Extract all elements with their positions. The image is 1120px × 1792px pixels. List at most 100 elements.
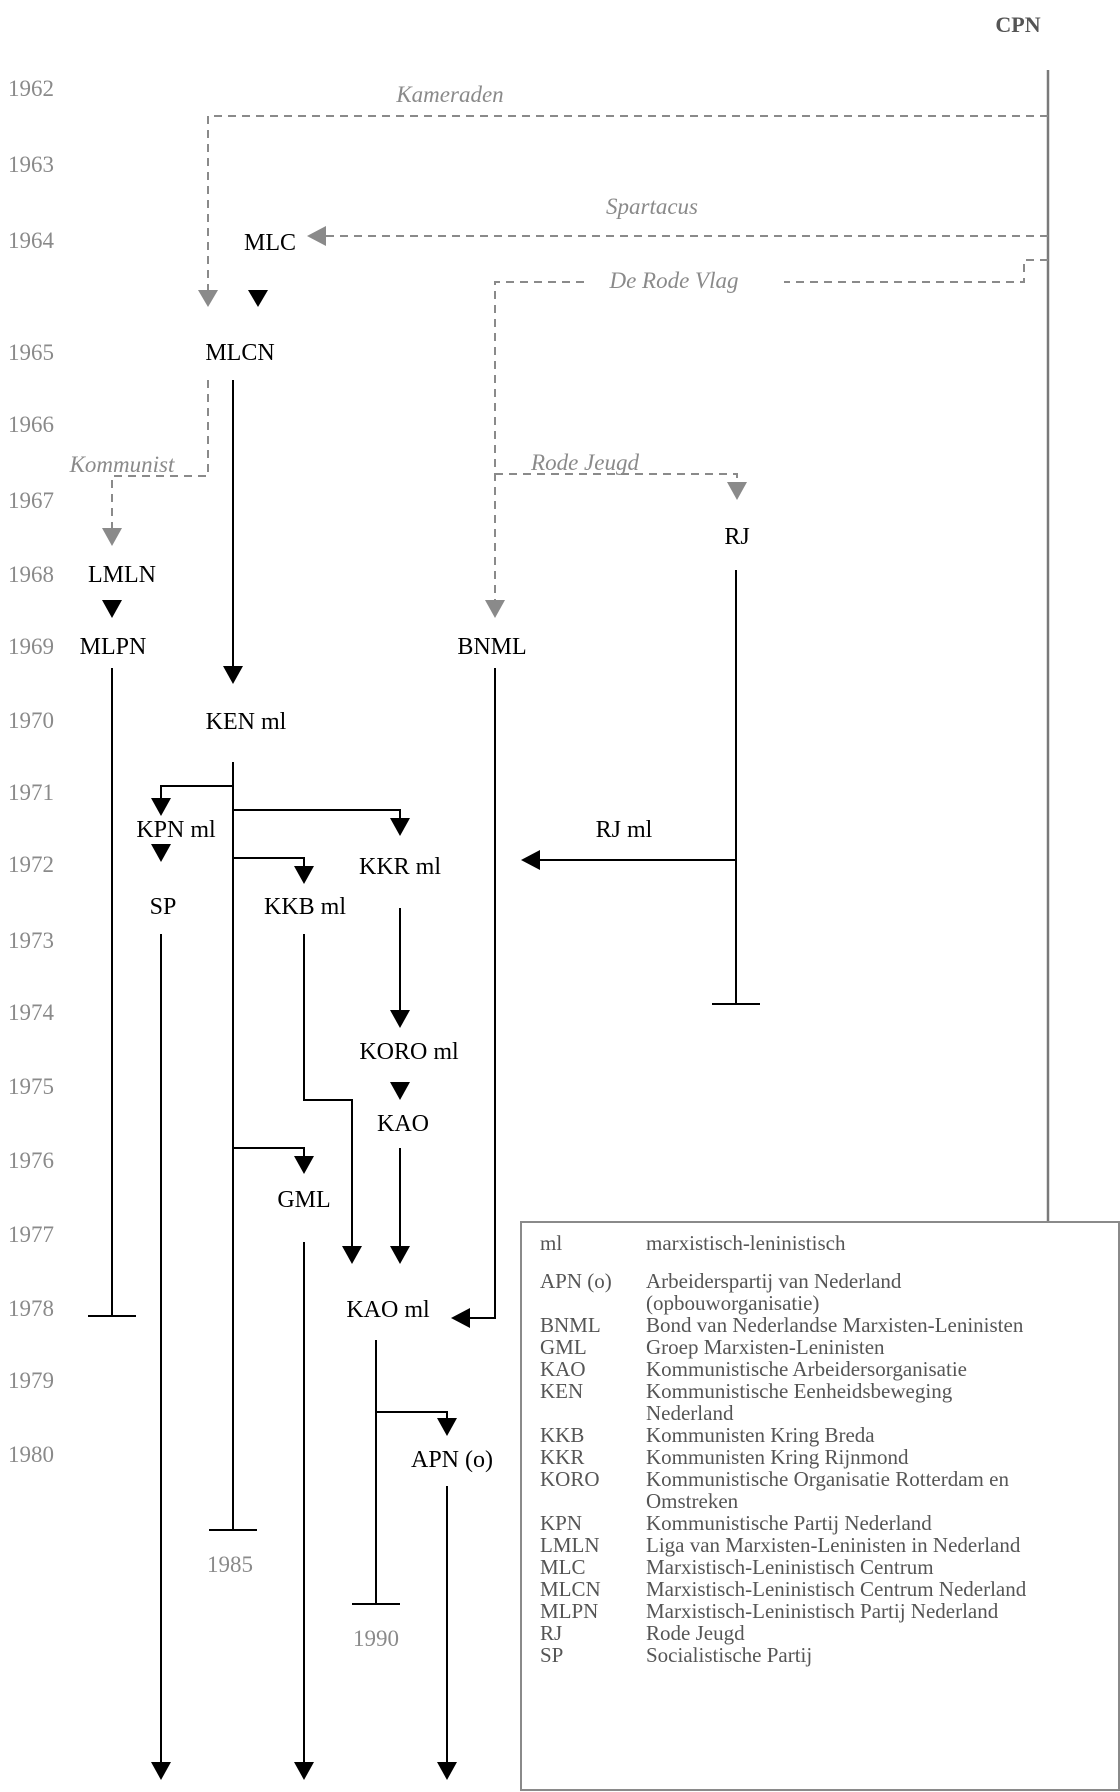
- legend: ml marxistisch-leninistisch APN (o) Arbeide…: [520, 1221, 1120, 1791]
- year-label: 1962: [8, 76, 54, 101]
- legend-entries: ml marxistisch-leninistisch APN (o) Arbeide…: [540, 1231, 1027, 1667]
- party-kpn-ml: KPN ml: [136, 817, 216, 843]
- rj-to-rj-ml-arrow: [521, 850, 540, 870]
- ken-to-kpn-arrow: [151, 798, 171, 816]
- party-mlpn: MLPN: [80, 634, 147, 660]
- legend-definition: marxistisch-leninistisch: [646, 1231, 846, 1255]
- rode-vlag-line-left: [494, 281, 584, 600]
- rode-jeugd-arrow: [727, 482, 747, 500]
- kpn-to-sp-arrow: [151, 844, 171, 862]
- ken-to-kkb-arrow: [294, 866, 314, 884]
- publication-rode-jeugd: Rode Jeugd: [530, 450, 639, 475]
- kao-ml-to-apn-line: [376, 1411, 448, 1418]
- ken-to-kpn-line: [160, 785, 233, 798]
- year-label: 1973: [8, 928, 54, 953]
- kkb-to-kao-ml-line: [303, 934, 353, 1246]
- party-rj: RJ: [724, 524, 749, 550]
- legend-abbr: MLCN: [540, 1577, 601, 1601]
- publication-lines: Kameraden Spartacus De Rode Vlag Kommuni…: [69, 82, 1048, 618]
- cpn-label: CPN: [995, 12, 1040, 37]
- legend-definition: Socialistische Partij: [646, 1643, 812, 1667]
- party-kao: KAO: [377, 1111, 429, 1137]
- publication-de-rode-vlag: De Rode Vlag: [608, 268, 738, 293]
- year-label: 1970: [8, 708, 54, 733]
- year-label: 1967: [8, 488, 54, 513]
- year-label: 1980: [8, 1442, 54, 1467]
- year-label: 1975: [8, 1074, 54, 1099]
- kao-to-kao-ml-arrow: [390, 1246, 410, 1264]
- legend-definition: Kommunisten Kring Breda: [646, 1423, 875, 1447]
- year-label: 1977: [8, 1222, 54, 1247]
- bnml-to-kao-ml-arrow: [451, 1308, 470, 1328]
- party-ken-ml: KEN ml: [206, 709, 287, 735]
- legend-abbr: KKR: [540, 1445, 584, 1469]
- legend-definition: Marxistisch-Leninistisch Partij Nederlan…: [646, 1599, 999, 1623]
- kameraden-arrow: [198, 290, 218, 307]
- kkr-to-koro-arrow: [390, 1010, 410, 1028]
- year-axis: 1962 1963 1964 1965 1966 1967 1968 1969 1970 1971…: [8, 76, 55, 1467]
- legend-abbr: APN (o): [540, 1269, 612, 1293]
- legend-definition: (opbouworganisatie): [646, 1291, 819, 1315]
- legend-definition: Groep Marxisten-Leninisten: [646, 1335, 885, 1359]
- year-label: 1976: [8, 1148, 54, 1173]
- legend-abbr: BNML: [540, 1313, 601, 1337]
- gml-continues-arrow: [294, 1762, 314, 1780]
- bnml-to-kao-ml-line: [470, 668, 496, 1319]
- ken-to-gml-arrow: [294, 1156, 314, 1174]
- kao-ml-end-year: 1990: [353, 1626, 399, 1651]
- legend-definition: Kommunistische Eenheidsbeweging: [646, 1379, 953, 1403]
- legend-abbr: RJ: [540, 1621, 562, 1645]
- year-label: 1969: [8, 634, 54, 659]
- legend-definition: Nederland: [646, 1401, 734, 1425]
- year-label: 1965: [8, 340, 54, 365]
- party-kkb-ml: KKB ml: [264, 894, 346, 920]
- party-mlc: MLC: [244, 230, 296, 256]
- party-mlcn: MLCN: [205, 340, 274, 366]
- kameraden-line: [207, 115, 1048, 290]
- legend-definition: Kommunisten Kring Rijnmond: [646, 1445, 909, 1469]
- rode-jeugd-line: [495, 473, 738, 482]
- legend-definition: Liga van Marxisten-Leninisten in Nederla…: [646, 1533, 1021, 1557]
- year-label: 1964: [8, 228, 55, 253]
- mlcn-to-ken-arrow: [223, 666, 243, 684]
- year-label: 1972: [8, 852, 54, 877]
- legend-definition: Rode Jeugd: [646, 1621, 745, 1645]
- kommunist-arrow: [102, 528, 122, 546]
- kao-ml-to-apn-arrow: [437, 1418, 457, 1436]
- legend-abbr: LMLN: [540, 1533, 600, 1557]
- year-label: 1966: [8, 412, 54, 437]
- year-label: 1974: [8, 1000, 55, 1025]
- legend-definition: Kommunistische Arbeidersorganisatie: [646, 1357, 967, 1381]
- party-gml: GML: [277, 1187, 330, 1213]
- ken-end-year: 1985: [207, 1552, 253, 1577]
- ken-to-kkr-arrow: [390, 818, 410, 836]
- rode-vlag-line-right: [784, 259, 1048, 283]
- legend-definition: Marxistisch-Leninistisch Centrum: [646, 1555, 934, 1579]
- publication-spartacus: Spartacus: [606, 194, 698, 219]
- legend-definition: Kommunistische Organisatie Rotterdam en: [646, 1467, 1009, 1491]
- legend-definition: Marxistisch-Leninistisch Centrum Nederla…: [646, 1577, 1027, 1601]
- party-bnml: BNML: [457, 634, 526, 660]
- publication-kameraden: Kameraden: [395, 82, 503, 107]
- apn-continues-arrow: [437, 1762, 457, 1780]
- party-koro-ml: KORO ml: [359, 1039, 459, 1065]
- ken-to-kkr-line: [233, 809, 401, 818]
- legend-abbr: GML: [540, 1335, 587, 1359]
- legend-abbr: MLC: [540, 1555, 586, 1579]
- party-sp: SP: [150, 894, 177, 920]
- legend-abbr: ml: [540, 1231, 562, 1255]
- legend-box: [520, 1221, 1120, 1791]
- rode-vlag-arrow: [485, 600, 505, 618]
- party-kkr-ml: KKR ml: [359, 854, 441, 880]
- lmln-to-mlpn-arrow: [102, 600, 122, 618]
- legend-abbr: KAO: [540, 1357, 586, 1381]
- legend-abbr: KEN: [540, 1379, 583, 1403]
- party-apn-o: APN (o): [411, 1447, 493, 1473]
- legend-abbr: KORO: [540, 1467, 600, 1491]
- party-labels: MLC MLCN LMLN MLPN BNML RJ KEN ml KPN ml…: [80, 230, 750, 1473]
- legend-abbr: SP: [540, 1643, 563, 1667]
- year-label: 1978: [8, 1296, 54, 1321]
- party-kao-ml: KAO ml: [346, 1297, 430, 1323]
- ken-to-gml-line: [233, 1147, 305, 1156]
